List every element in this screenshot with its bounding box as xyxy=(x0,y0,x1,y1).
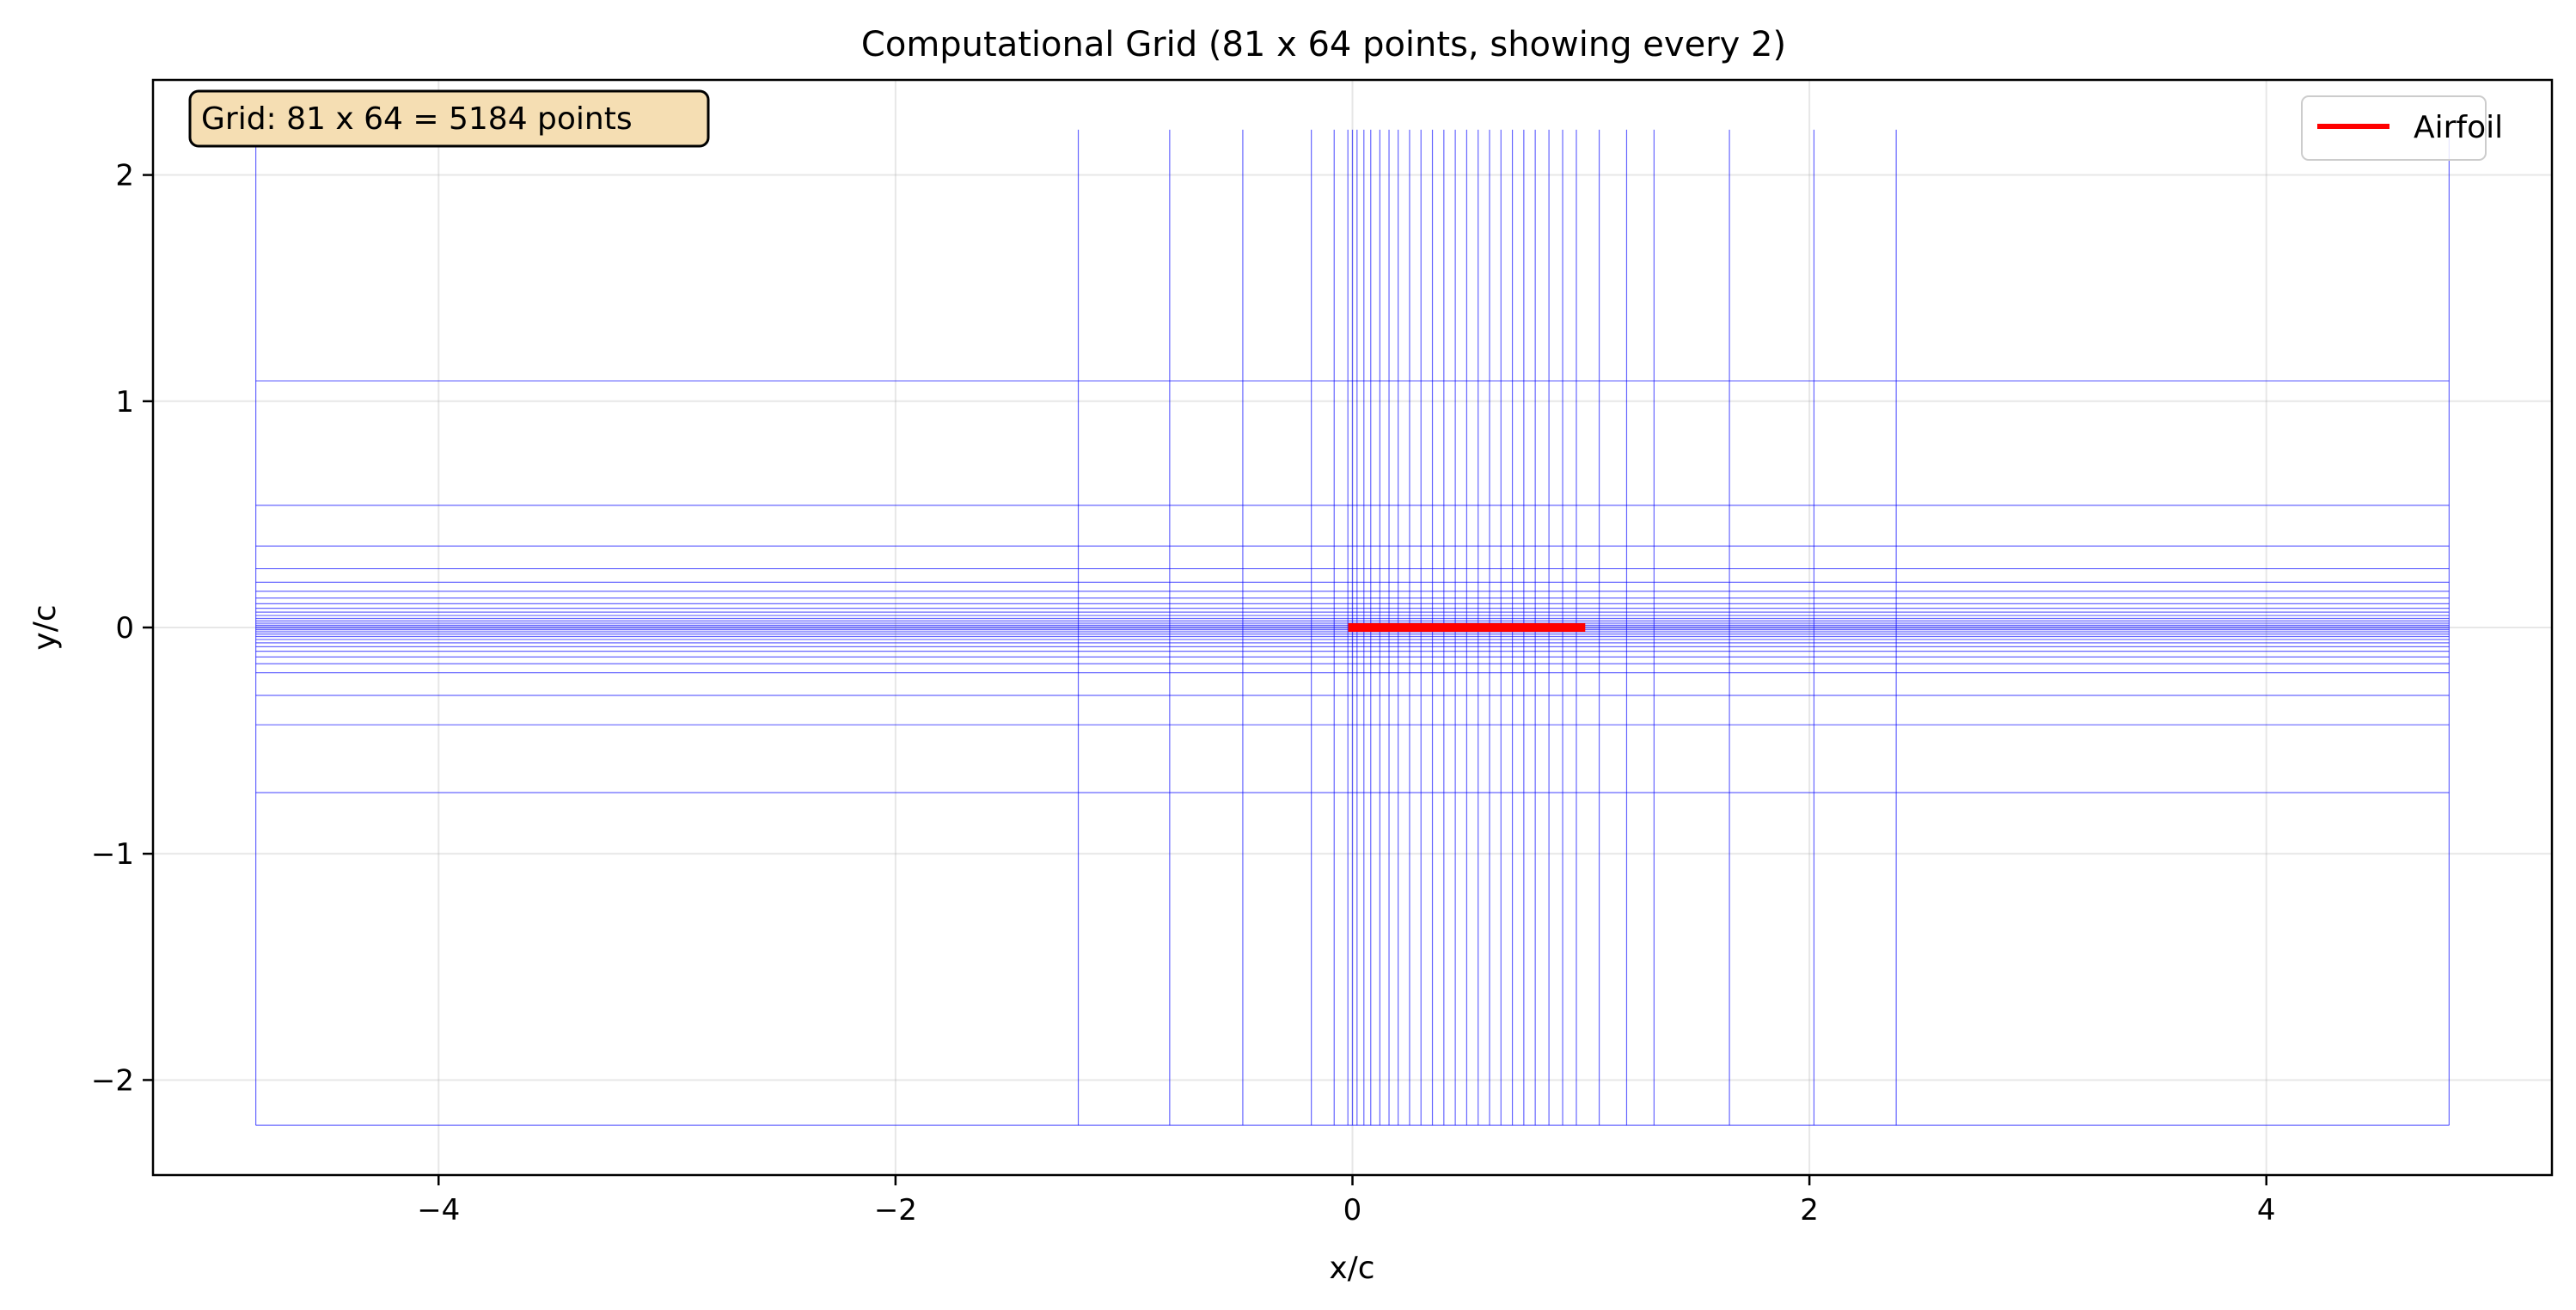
annotation-box xyxy=(188,89,710,148)
x-tick-label-4: 4 xyxy=(2257,1193,2276,1227)
legend: Airfoil xyxy=(2301,95,2503,161)
computational-mesh xyxy=(255,129,2450,1126)
x-tick-label-3: 2 xyxy=(1800,1193,1819,1227)
x-axis-label: x/c xyxy=(1329,1251,1374,1286)
chart-title: Computational Grid (81 x 64 points, show… xyxy=(861,25,1786,64)
x-axis-ticks: −4 −2 0 2 4 xyxy=(417,1175,2276,1227)
annotation-text: Grid: 81 x 64 = 5184 points xyxy=(201,101,633,137)
y-axis-ticks: −2 −1 0 1 2 xyxy=(91,159,153,1098)
legend-box xyxy=(2301,95,2487,161)
grid-info-annotation: Grid: 81 x 64 = 5184 points xyxy=(188,89,710,148)
y-tick-label-4: 2 xyxy=(115,159,134,193)
x-tick-label-0: −4 xyxy=(417,1193,460,1227)
y-tick-label-2: 0 xyxy=(115,611,134,646)
y-tick-label-3: 1 xyxy=(115,385,134,419)
y-tick-label-1: −1 xyxy=(91,837,134,872)
legend-airfoil-label: Airfoil xyxy=(2414,110,2503,145)
y-axis-label: y/c xyxy=(28,604,63,650)
y-tick-label-0: −2 xyxy=(91,1063,134,1098)
x-tick-label-1: −2 xyxy=(874,1193,917,1227)
x-tick-label-2: 0 xyxy=(1343,1193,1362,1227)
